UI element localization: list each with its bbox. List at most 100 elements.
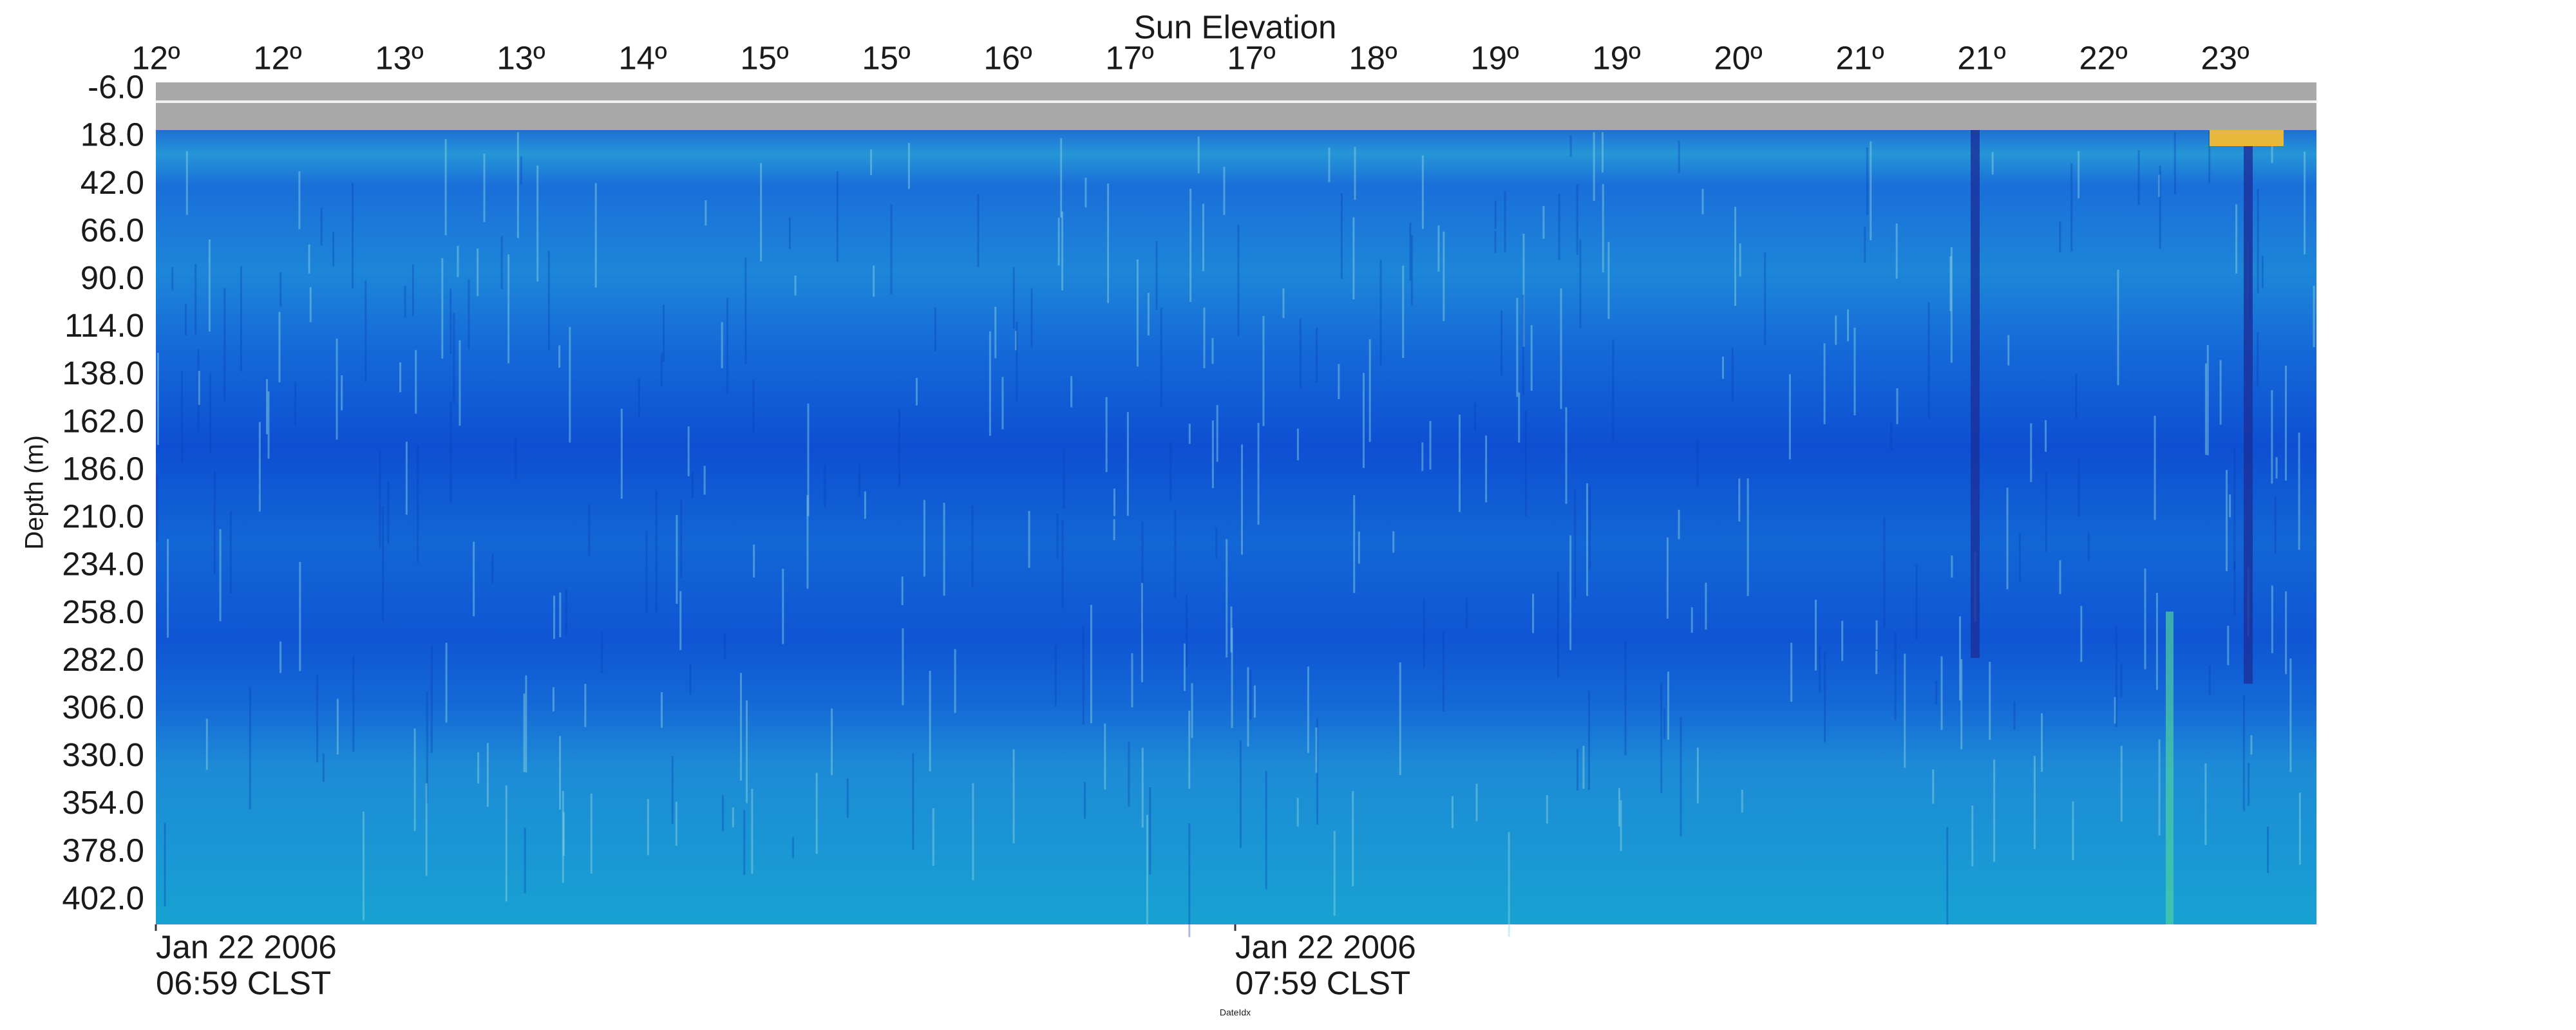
texture-streak xyxy=(1696,439,1699,486)
texture-streak xyxy=(1392,531,1395,553)
texture-streak xyxy=(1870,141,1872,241)
texture-streak xyxy=(156,474,158,542)
texture-streak xyxy=(430,646,433,753)
texture-streak xyxy=(1667,671,1670,740)
texture-streak xyxy=(553,595,555,639)
texture-streak xyxy=(1063,449,1065,509)
texture-streak xyxy=(1012,267,1015,329)
texture-streak xyxy=(1875,651,1878,674)
texture-streak xyxy=(1421,155,1424,229)
texture-streak xyxy=(445,642,448,723)
texture-streak xyxy=(1889,422,1892,451)
texture-streak xyxy=(901,576,904,606)
texture-streak xyxy=(1104,724,1106,790)
texture-streak xyxy=(1155,241,1158,310)
texture-streak xyxy=(972,783,974,881)
echogram-field xyxy=(156,130,2316,924)
texture-streak xyxy=(1875,620,1878,650)
texture-streak xyxy=(691,472,694,498)
texture-streak xyxy=(1296,798,1299,827)
y-tick-label: 162.0 xyxy=(62,402,144,439)
texture-streak xyxy=(2087,532,2090,561)
texture-streak xyxy=(223,288,226,402)
texture-streak xyxy=(954,649,956,713)
texture-streak xyxy=(2033,756,2036,849)
texture-streak xyxy=(675,801,677,846)
texture-streak xyxy=(2045,420,2047,452)
texture-streak xyxy=(1299,318,1302,389)
texture-streak xyxy=(279,641,282,673)
top-tick-label: 18º xyxy=(1349,39,1397,76)
texture-streak xyxy=(2158,739,2161,836)
texture-streak xyxy=(1353,495,1356,594)
texture-streak xyxy=(751,789,753,874)
texture-streak xyxy=(1522,294,1524,395)
texture-streak xyxy=(516,132,519,238)
texture-streak xyxy=(1678,140,1680,173)
texture-streak xyxy=(1696,747,1699,804)
texture-streak xyxy=(1558,193,1560,261)
texture-streak xyxy=(1823,343,1826,424)
texture-streak xyxy=(1866,147,1868,216)
texture-streak xyxy=(298,171,301,229)
texture-streak xyxy=(2250,735,2253,755)
texture-streak xyxy=(1136,259,1139,367)
texture-streak xyxy=(2019,533,2022,583)
texture-streak xyxy=(2261,256,2264,288)
texture-streak xyxy=(1257,422,1260,525)
texture-streak xyxy=(486,743,489,807)
surface-patch xyxy=(2210,130,2284,146)
texture-streak xyxy=(1932,769,1935,804)
texture-streak xyxy=(2078,459,2080,516)
x-tick-date: Jan 22 2006 xyxy=(1235,928,1416,965)
texture-streak xyxy=(1174,509,1177,599)
texture-streak xyxy=(1678,509,1680,539)
texture-streak xyxy=(1282,288,1285,319)
texture-streak xyxy=(1946,827,1949,925)
texture-streak xyxy=(2206,344,2209,456)
texture-streak xyxy=(1864,227,1866,263)
texture-streak xyxy=(379,451,381,548)
texture-streak xyxy=(2159,165,2161,249)
texture-streak xyxy=(294,382,297,426)
texture-streak xyxy=(1141,747,1144,828)
texture-streak xyxy=(2271,133,2273,163)
texture-streak xyxy=(1107,183,1110,303)
texture-streak xyxy=(1170,442,1172,501)
texture-streak xyxy=(426,691,428,803)
texture-streak xyxy=(1950,247,1953,363)
texture-streak xyxy=(491,554,494,584)
texture-streak xyxy=(932,808,934,866)
texture-streak xyxy=(2219,360,2222,425)
texture-streak xyxy=(1191,683,1193,738)
texture-streak xyxy=(1574,489,1577,600)
texture-streak xyxy=(1927,302,1930,419)
texture-streak xyxy=(1705,583,1707,630)
y-tick-label: 114.0 xyxy=(64,307,144,344)
texture-streak xyxy=(1524,411,1527,517)
texture-streak xyxy=(185,303,187,336)
texture-streak xyxy=(1296,428,1299,460)
top-tick-label: 13º xyxy=(375,39,423,76)
texture-streak xyxy=(1262,315,1265,426)
texture-streak xyxy=(661,692,663,728)
texture-streak xyxy=(1328,147,1331,183)
texture-streak xyxy=(459,340,461,426)
texture-streak xyxy=(412,264,414,317)
texture-streak xyxy=(1853,327,1856,416)
light-streak xyxy=(2166,612,2174,924)
top-tick-label: 19º xyxy=(1592,39,1640,76)
texture-streak xyxy=(1790,642,1793,702)
texture-streak xyxy=(208,239,211,332)
texture-streak xyxy=(167,539,169,638)
texture-streak xyxy=(1504,191,1506,252)
texture-streak xyxy=(341,375,343,411)
texture-streak xyxy=(1340,192,1343,279)
texture-streak xyxy=(279,272,282,307)
texture-streak xyxy=(1624,641,1627,756)
texture-streak xyxy=(1532,594,1535,633)
texture-streak xyxy=(1001,377,1004,429)
texture-streak xyxy=(1226,539,1228,658)
texture-streak xyxy=(524,828,526,894)
texture-streak xyxy=(258,422,261,512)
